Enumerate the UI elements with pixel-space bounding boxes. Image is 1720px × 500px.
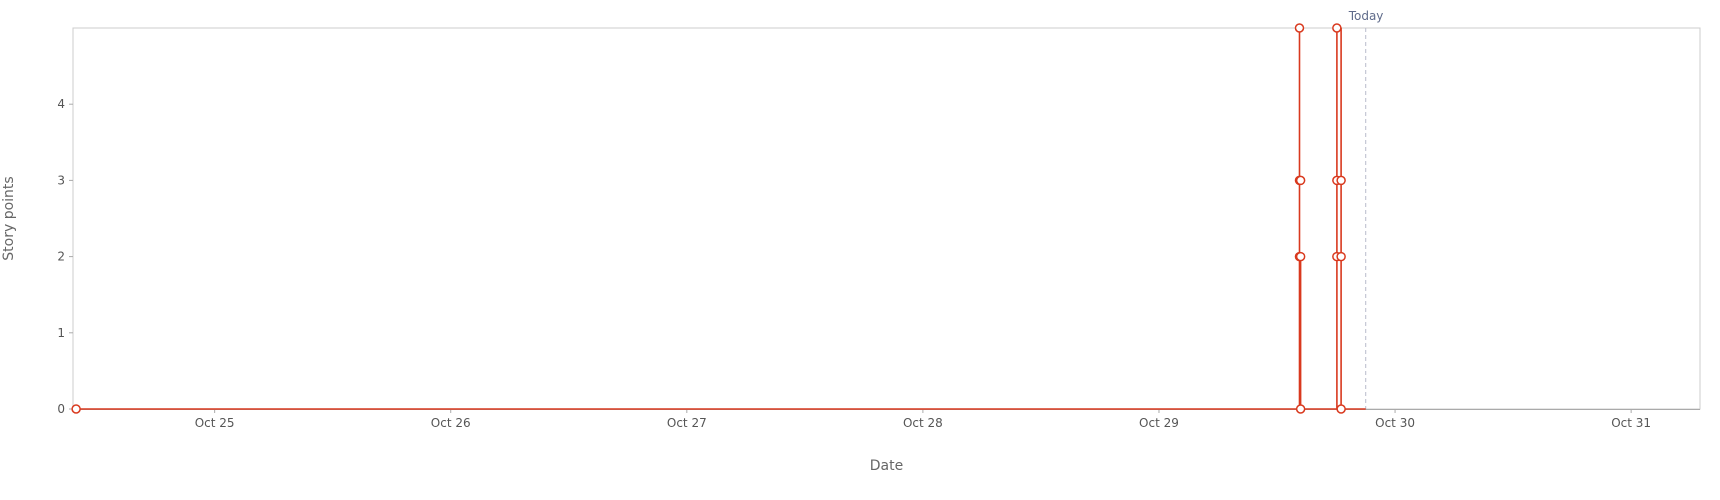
x-tick-label: Oct 30 — [1375, 416, 1415, 430]
y-axis-title: Story points — [1, 176, 17, 260]
x-tick-label: Oct 29 — [1139, 416, 1179, 430]
data-point — [1295, 251, 1306, 262]
x-tick-label: Oct 26 — [431, 416, 471, 430]
x-tick-label: Oct 27 — [667, 416, 707, 430]
x-tick-label: Oct 25 — [195, 416, 235, 430]
data-point — [1295, 404, 1306, 414]
x-tick-label: Oct 28 — [903, 416, 943, 430]
y-tick-label: 2 — [57, 250, 65, 264]
data-point — [71, 404, 81, 414]
y-tick-label: 0 — [57, 402, 65, 416]
data-point — [1336, 251, 1346, 262]
data-point — [1336, 404, 1346, 414]
y-tick-label: 3 — [57, 173, 65, 187]
data-point — [1332, 23, 1342, 33]
x-axis-title: Date — [870, 458, 903, 474]
data-point — [1336, 175, 1346, 186]
y-tick-label: 1 — [57, 326, 65, 340]
today-label: Today — [1348, 9, 1384, 23]
x-tick-label: Oct 31 — [1611, 416, 1651, 430]
data-point — [1294, 23, 1305, 33]
data-point — [1295, 175, 1306, 186]
plot-frame — [72, 27, 1701, 410]
series-line — [76, 27, 1366, 410]
y-tick-label: 4 — [57, 97, 65, 111]
